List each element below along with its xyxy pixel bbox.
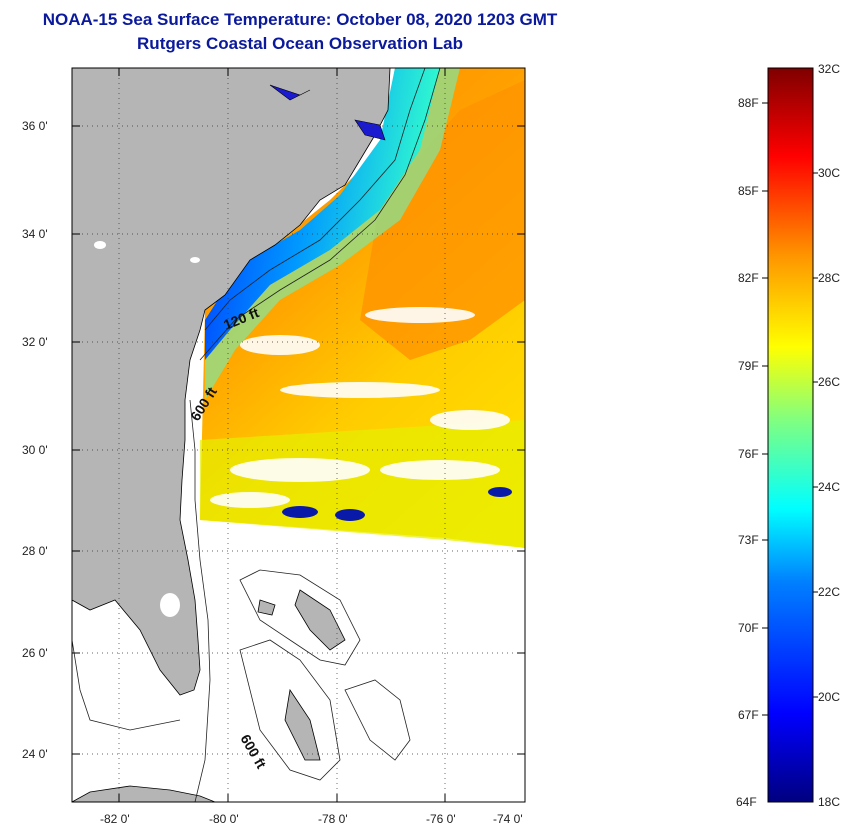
cb-f-76: 76F: [738, 447, 759, 461]
nc-sounds: [269, 84, 386, 141]
sst-warm-band: [360, 80, 525, 360]
colorbar-celsius-labels: 30C 28C 26C 24C 22C 20C: [818, 166, 840, 704]
cuba-landmass: [72, 785, 216, 802]
lat-label-30: 30 0': [22, 443, 48, 457]
cb-c-26: 26C: [818, 375, 840, 389]
inland-lakes: [94, 241, 200, 617]
colorbar-bottom-f-label: 64F: [736, 795, 757, 809]
map-subtitle: Rutgers Coastal Ocean Observation Lab: [137, 34, 463, 53]
cb-c-30: 30C: [818, 166, 840, 180]
lon-label-74: -74 0': [493, 812, 523, 826]
colorbar-bottom-c-label: 18C: [818, 795, 840, 809]
cb-f-73: 73F: [738, 533, 759, 547]
colorbar-ticks: [762, 102, 818, 716]
longitude-labels: -82 0' -80 0' -78 0' -76 0' -74 0': [100, 812, 523, 826]
cb-f-70: 70F: [738, 621, 759, 635]
isobath-lines: [72, 68, 441, 802]
lon-label-80: -80 0': [209, 812, 239, 826]
map-frame: [71, 67, 526, 803]
us-landmass: [72, 68, 391, 696]
cb-f-79: 79F: [738, 359, 759, 373]
cb-c-24: 24C: [818, 480, 840, 494]
cb-f-82: 82F: [738, 271, 759, 285]
sst-cold-patches: [282, 487, 512, 521]
axis-ticks: [72, 68, 525, 802]
lat-label-32: 32 0': [22, 335, 48, 349]
cb-f-88: 88F: [738, 96, 759, 110]
map-title: NOAA-15 Sea Surface Temperature: October…: [42, 10, 558, 29]
lat-label-28: 28 0': [22, 544, 48, 558]
cb-f-67: 67F: [738, 708, 759, 722]
sst-shelf-green: [205, 68, 460, 400]
sst-south-area: [200, 420, 525, 548]
cloud-masks: [210, 307, 510, 508]
colorbar-top-label: 32C: [818, 62, 840, 76]
cb-f-85: 85F: [738, 184, 759, 198]
lon-label-78: -78 0': [318, 812, 348, 826]
lat-label-26: 26 0': [22, 646, 48, 660]
colorbar-fahrenheit-labels: 88F 85F 82F 79F 76F 73F 70F 67F: [738, 96, 759, 722]
colorbar: [767, 67, 814, 803]
graticule: [72, 68, 525, 802]
lon-label-82: -82 0': [100, 812, 130, 826]
cb-c-28: 28C: [818, 271, 840, 285]
lat-label-36: 36 0': [22, 119, 48, 133]
bahamas-landmass: [257, 589, 346, 761]
lat-label-24: 24 0': [22, 747, 48, 761]
lon-label-76: -76 0': [426, 812, 456, 826]
lat-label-34: 34 0': [22, 227, 48, 241]
sst-coastal-cold: [205, 68, 440, 360]
isobath-label-600ft-south: 600 ft: [237, 732, 269, 772]
cb-c-22: 22C: [818, 585, 840, 599]
cb-c-20: 20C: [818, 690, 840, 704]
latitude-labels: 36 0' 34 0' 32 0' 30 0' 28 0' 26 0' 24 0…: [22, 119, 48, 761]
